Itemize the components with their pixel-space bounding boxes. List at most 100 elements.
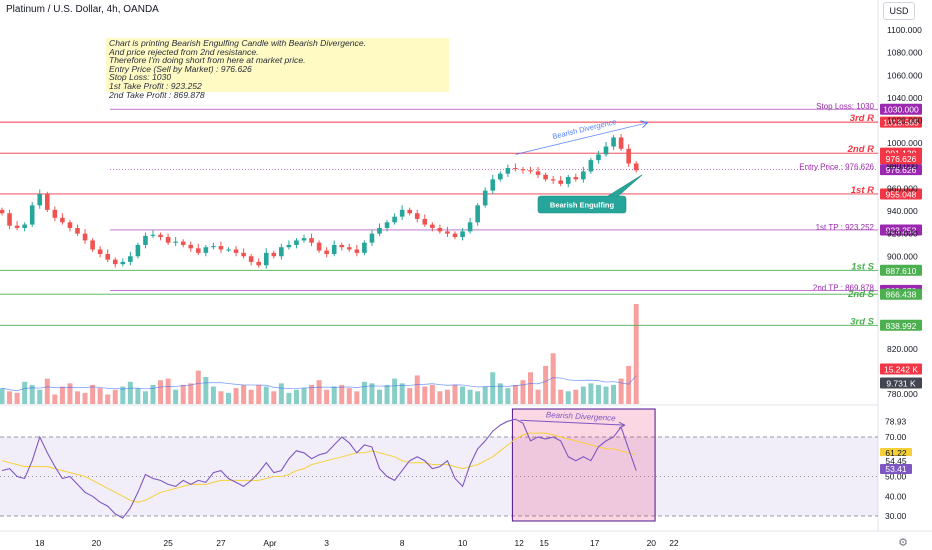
price-tag: [880, 224, 922, 236]
candle-body: [143, 235, 148, 245]
y-tick-label: 1000.000: [887, 138, 923, 148]
volume-bar: [520, 380, 526, 404]
volume-bar: [293, 389, 299, 404]
level-label: Entry Price : 976.626: [799, 163, 874, 172]
volume-bar: [354, 391, 360, 404]
candle-body: [611, 137, 616, 147]
volume-bar: [399, 383, 405, 404]
rsi-price-tag-text: 54.45: [885, 456, 907, 466]
volume-bar: [444, 389, 450, 404]
candle-body: [128, 256, 133, 262]
volume-bar: [565, 391, 571, 404]
candle-body: [135, 244, 141, 257]
rsi-band: [0, 437, 878, 516]
note-line: 1st Take Profit : 923.252: [109, 80, 202, 91]
price-tag-text: 976.626: [886, 165, 917, 175]
candle-body: [513, 168, 518, 170]
volume-bar: [316, 380, 322, 404]
x-tick-label: 25: [163, 538, 173, 548]
candle-body: [173, 241, 178, 243]
volume-bar: [82, 392, 88, 404]
candle-body: [286, 244, 292, 248]
rsi-price-tag: [880, 456, 912, 466]
price-tag: [880, 377, 922, 389]
currency-button[interactable]: USD: [883, 2, 915, 20]
note-line: Chart is printing Bearish Engulfing Cand…: [109, 38, 366, 48]
candle-body: [29, 205, 35, 225]
x-tick-label: 27: [216, 538, 226, 548]
volume-bar: [278, 383, 284, 404]
candle-body: [52, 209, 58, 218]
candle-body: [422, 218, 428, 225]
volume-bar: [127, 381, 133, 404]
engulfing-callout: [537, 174, 643, 214]
candle-body: [241, 252, 246, 257]
rsi-price-tag: [880, 448, 912, 458]
candle-body: [452, 233, 458, 238]
candle-body: [14, 225, 20, 228]
y-tick-label: 960.000: [887, 183, 918, 193]
volume-pane: [0, 304, 639, 404]
rsi-line: [1, 418, 637, 519]
y-tick-label: 1020.000: [887, 116, 923, 126]
candle-body: [120, 261, 126, 265]
volume-bar: [173, 389, 179, 404]
price-tag: [880, 188, 922, 200]
candle-body: [331, 244, 337, 254]
volume-bar: [7, 391, 13, 404]
rsi-pane: Bearish Divergence: [0, 408, 878, 522]
candle-body: [626, 148, 631, 164]
volume-bar: [150, 384, 156, 404]
divergence-arrow-head: [640, 120, 648, 129]
price-tag: [880, 153, 922, 165]
volume-bar: [52, 394, 58, 404]
volume-bar: [512, 384, 518, 404]
x-tick-label: 10: [458, 538, 468, 548]
volume-bar: [226, 392, 231, 404]
candle-body: [437, 227, 443, 232]
y-tick-label: 780.000: [887, 389, 918, 399]
volume-bar: [580, 386, 586, 404]
candle-body: [407, 209, 412, 214]
price-tag: [880, 264, 922, 276]
rsi-signal-line: [1, 432, 637, 503]
candle-body: [180, 241, 186, 245]
price-tag-text: 1030.000: [883, 105, 919, 115]
candle-body: [226, 249, 231, 251]
volume-bar: [263, 386, 269, 404]
level-label: 1st R: [851, 185, 874, 196]
candle-body: [7, 213, 12, 226]
engulfing-label: Bearish Engulfing: [550, 201, 615, 210]
volume-bar: [429, 384, 435, 404]
price-tag: [880, 363, 922, 375]
volume-bar: [75, 391, 80, 404]
rsi-tick-label: 30.00: [885, 511, 907, 521]
candle-body: [60, 217, 65, 223]
y-tick-label: 1060.000: [887, 70, 923, 80]
candle-body: [45, 194, 50, 210]
candle-body: [37, 194, 43, 206]
price-tag: [880, 319, 922, 331]
candle-body: [347, 247, 352, 250]
candle-body: [188, 244, 194, 249]
volume-bar: [414, 375, 420, 404]
volume-bar: [573, 389, 579, 404]
note-line: Therefore I'm doing short from here at m…: [109, 55, 306, 66]
volume-bar: [331, 386, 337, 404]
note-line: 2nd Take Profit : 869.878: [109, 89, 205, 100]
candle-body: [90, 240, 95, 250]
candle-body: [339, 244, 345, 248]
volume-bar: [142, 391, 148, 404]
volume-bar: [626, 365, 632, 404]
candle-body: [211, 246, 216, 248]
candle-body: [445, 231, 450, 234]
settings-gear-icon[interactable]: ⚙: [898, 537, 908, 549]
candle-body: [301, 238, 307, 241]
level-label: Stop Loss: 1030: [816, 102, 874, 111]
volume-bar: [59, 386, 65, 404]
candle-body: [150, 234, 156, 236]
volume-bar: [188, 383, 194, 404]
volume-bar: [120, 386, 126, 404]
volume-bar: [407, 388, 413, 404]
